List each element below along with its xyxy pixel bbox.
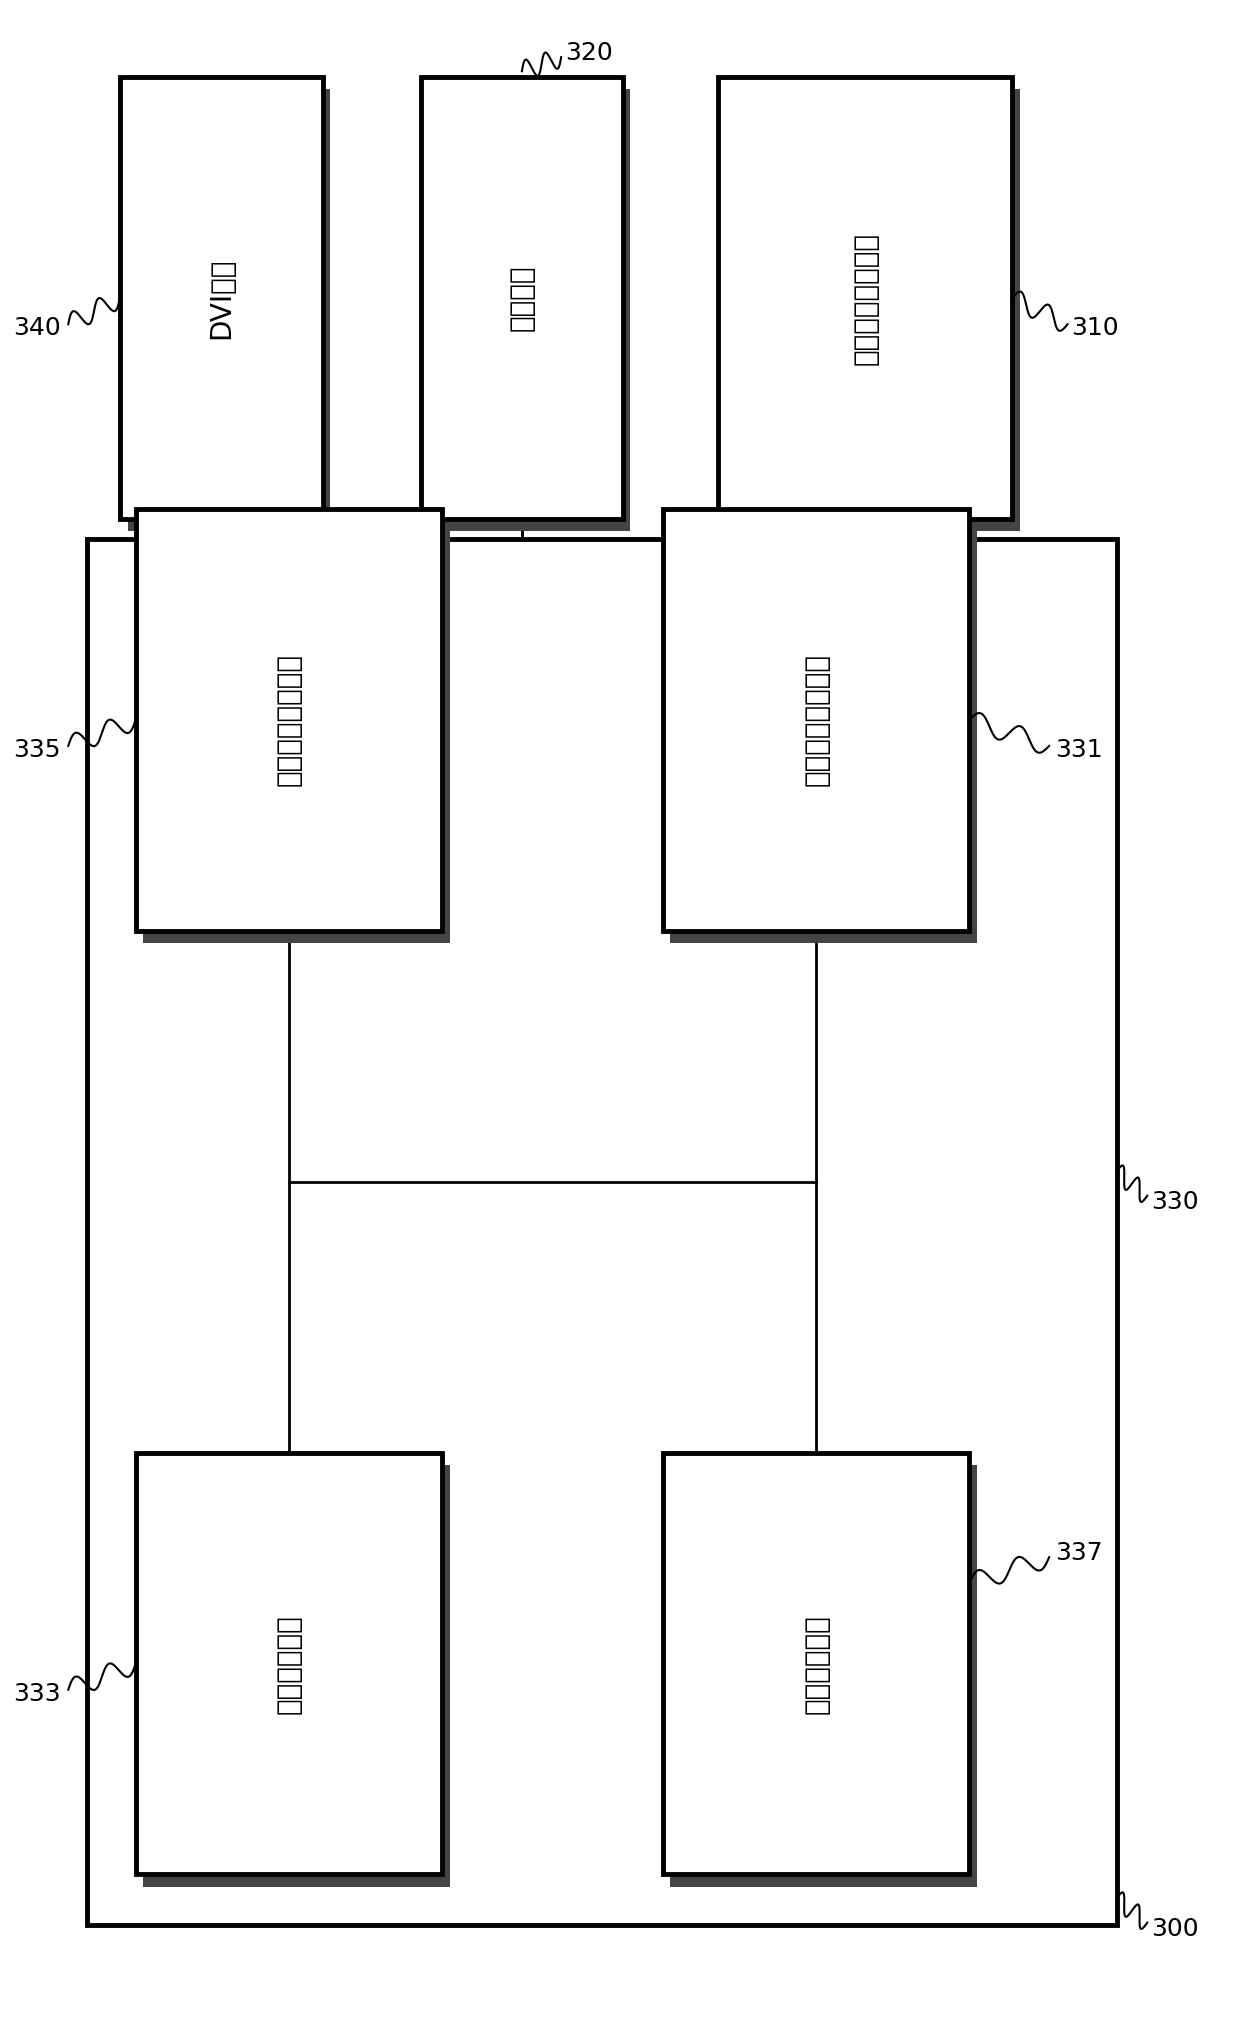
Text: 330: 330 [1151,1189,1199,1213]
Text: 310: 310 [1071,315,1118,340]
Bar [120,77,322,520]
Bar [135,1452,443,1874]
Bar [663,1452,970,1874]
Text: 335: 335 [14,738,61,762]
Bar [671,1464,977,1887]
Text: 车速跟随控制单元: 车速跟随控制单元 [802,653,830,787]
Text: DVI单元: DVI单元 [207,257,236,340]
Bar [420,77,622,520]
Text: 前方碰撞警告单元: 前方碰撞警告单元 [851,233,879,364]
Text: 340: 340 [14,315,61,340]
Text: 320: 320 [565,40,613,65]
Bar [725,89,1019,532]
Bar [87,540,1116,1925]
Bar [143,522,450,942]
Bar [428,89,630,532]
Text: 333: 333 [14,1682,61,1707]
Text: 目标选择判断单元: 目标选择判断单元 [275,653,303,787]
Bar [135,510,443,930]
Text: 行驶量测单元: 行驶量测单元 [275,1614,303,1713]
Bar [718,77,1012,520]
Bar [143,1464,450,1887]
Bar [128,89,330,532]
Bar [671,522,977,942]
Text: 雷达单元: 雷达单元 [508,265,536,332]
Text: 300: 300 [1151,1917,1199,1941]
Text: 驱制文件单元: 驱制文件单元 [802,1614,830,1713]
Text: 331: 331 [1055,738,1102,762]
Text: 337: 337 [1055,1541,1102,1565]
Bar [663,510,970,930]
